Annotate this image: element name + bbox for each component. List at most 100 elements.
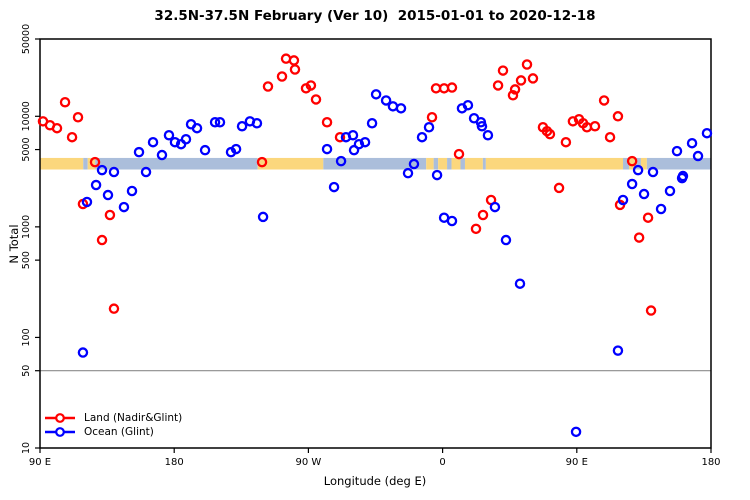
band-segment-land	[485, 157, 624, 170]
band-segment-land	[451, 157, 461, 170]
band-segment-land	[628, 157, 635, 170]
data-point	[180, 133, 192, 145]
data-point	[335, 155, 347, 167]
data-point	[90, 179, 102, 191]
x-tick-label: 0	[439, 457, 445, 468]
data-point	[236, 120, 248, 132]
data-point	[446, 82, 458, 93]
band-segment-ocean	[323, 157, 427, 170]
data-point	[570, 426, 582, 438]
data-point	[102, 189, 114, 201]
data-point	[642, 212, 654, 223]
data-point	[645, 305, 657, 316]
y-tick-label: 1000	[21, 215, 32, 239]
legend-marker-ocean-icon	[45, 427, 75, 437]
data-point	[147, 136, 159, 148]
band-segment-land	[40, 157, 84, 170]
data-point	[276, 71, 288, 82]
data-point	[470, 223, 482, 235]
data-point	[423, 121, 435, 133]
data-point	[209, 117, 221, 128]
data-point	[589, 120, 601, 132]
legend-item-ocean: Ocean (Glint)	[44, 425, 182, 439]
data-point	[514, 278, 526, 289]
legend-label-land: Land (Nadir&Glint)	[84, 412, 183, 424]
x-tick-label: 180	[165, 457, 184, 468]
data-point	[509, 84, 521, 95]
data-point	[96, 234, 108, 246]
data-point	[426, 112, 438, 123]
data-point	[321, 143, 333, 155]
data-point	[140, 166, 152, 178]
data-point	[604, 131, 616, 143]
data-point	[626, 155, 638, 167]
data-point	[305, 80, 317, 91]
data-point	[617, 194, 629, 206]
data-point	[612, 111, 624, 122]
data-point	[191, 122, 203, 134]
y-axis-title: N Total	[7, 224, 21, 264]
data-point	[347, 129, 359, 141]
y-tick-label: 100	[21, 328, 32, 346]
data-point	[256, 156, 268, 168]
data-point	[507, 89, 519, 101]
data-point	[408, 158, 420, 170]
data-point	[366, 118, 378, 129]
data-point	[497, 65, 509, 76]
data-point	[489, 201, 501, 213]
plot-box	[39, 38, 712, 449]
data-point	[633, 232, 645, 243]
data-point	[387, 101, 399, 112]
y-axis: 50000 10000 5000 1000 500 100 50 10	[21, 24, 40, 454]
data-point	[199, 144, 211, 156]
y-tick-label: 50000	[21, 24, 32, 54]
data-point	[359, 136, 371, 148]
band-segment-ocean	[623, 157, 629, 170]
x-axis: 90 E 180 90 W 0 90 E 180	[29, 448, 721, 468]
data-point	[104, 209, 116, 221]
data-point	[453, 148, 465, 160]
data-point	[133, 146, 145, 158]
data-point	[482, 129, 494, 141]
data-point	[328, 181, 340, 193]
data-point	[262, 81, 274, 92]
data-point	[334, 131, 346, 143]
data-point	[214, 117, 226, 128]
data-point	[476, 120, 488, 132]
data-point	[310, 94, 322, 105]
band-segment-ocean	[634, 157, 641, 170]
band-segment-land	[426, 157, 434, 170]
data-point	[671, 145, 683, 157]
data-point	[638, 188, 650, 200]
data-point	[692, 150, 704, 162]
band-segment-ocean	[460, 157, 465, 170]
data-point	[612, 345, 624, 356]
data-point	[289, 64, 301, 75]
y-tick-label: 10000	[21, 101, 32, 131]
data-point	[416, 131, 428, 143]
band-segment-ocean	[95, 157, 258, 170]
band-segment-ocean	[482, 157, 486, 170]
x-axis-title: Longitude (deg E)	[323, 474, 427, 488]
data-point	[288, 55, 300, 66]
data-point	[544, 128, 556, 140]
data-point	[108, 303, 120, 314]
data-point	[527, 73, 539, 84]
band-segment-ocean	[83, 157, 88, 170]
data-point	[664, 185, 676, 197]
y-tick-label: 500	[21, 251, 32, 269]
legend-label-ocean: Ocean (Glint)	[84, 426, 154, 438]
data-point	[169, 136, 181, 148]
data-point	[567, 116, 579, 127]
data-point	[370, 89, 382, 100]
data-point	[647, 166, 659, 178]
data-point	[395, 103, 407, 114]
data-point	[77, 347, 89, 358]
data-point	[676, 172, 688, 184]
legend-item-land: Land (Nadir&Glint)	[44, 411, 182, 425]
chart-title: 32.5N-37.5N February (Ver 10) 2015-01-01…	[154, 8, 596, 24]
data-point	[156, 149, 168, 161]
data-point	[492, 80, 504, 91]
data-point	[521, 59, 533, 70]
data-point	[477, 209, 489, 221]
